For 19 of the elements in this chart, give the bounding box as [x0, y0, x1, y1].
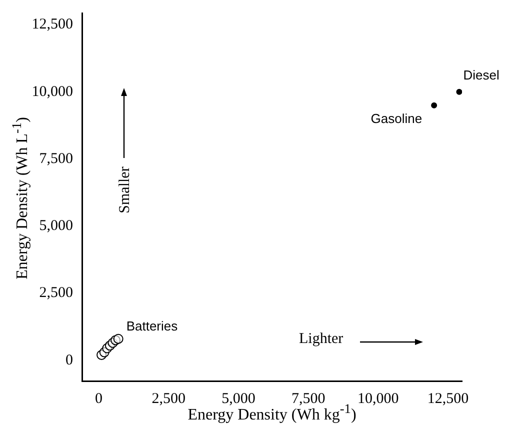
annotation: Lighter — [299, 331, 344, 348]
y-tick-label: 0 — [66, 352, 73, 368]
annotation: Smaller — [116, 166, 134, 216]
point — [456, 88, 462, 95]
x-tick-label: 0 — [95, 390, 103, 407]
y-tick-label: 12,500 — [32, 16, 73, 33]
x-tick-label: 12,500 — [427, 390, 469, 407]
point — [113, 334, 124, 344]
y-tick-label: 7,500 — [39, 150, 73, 167]
annotation: Gasoline — [370, 110, 422, 126]
y-tick-label: 10,000 — [32, 84, 73, 100]
y-tick-label: 5,000 — [39, 218, 73, 234]
point — [431, 102, 438, 108]
x-tick-label: 2,500 — [152, 390, 186, 407]
x-tick-label: 7,500 — [291, 390, 326, 407]
annotation: Diesel — [463, 67, 500, 82]
annotation: Batteries — [126, 318, 178, 334]
x-tick-label: 10,000 — [358, 390, 399, 407]
y-tick-label: 2,500 — [39, 285, 73, 302]
